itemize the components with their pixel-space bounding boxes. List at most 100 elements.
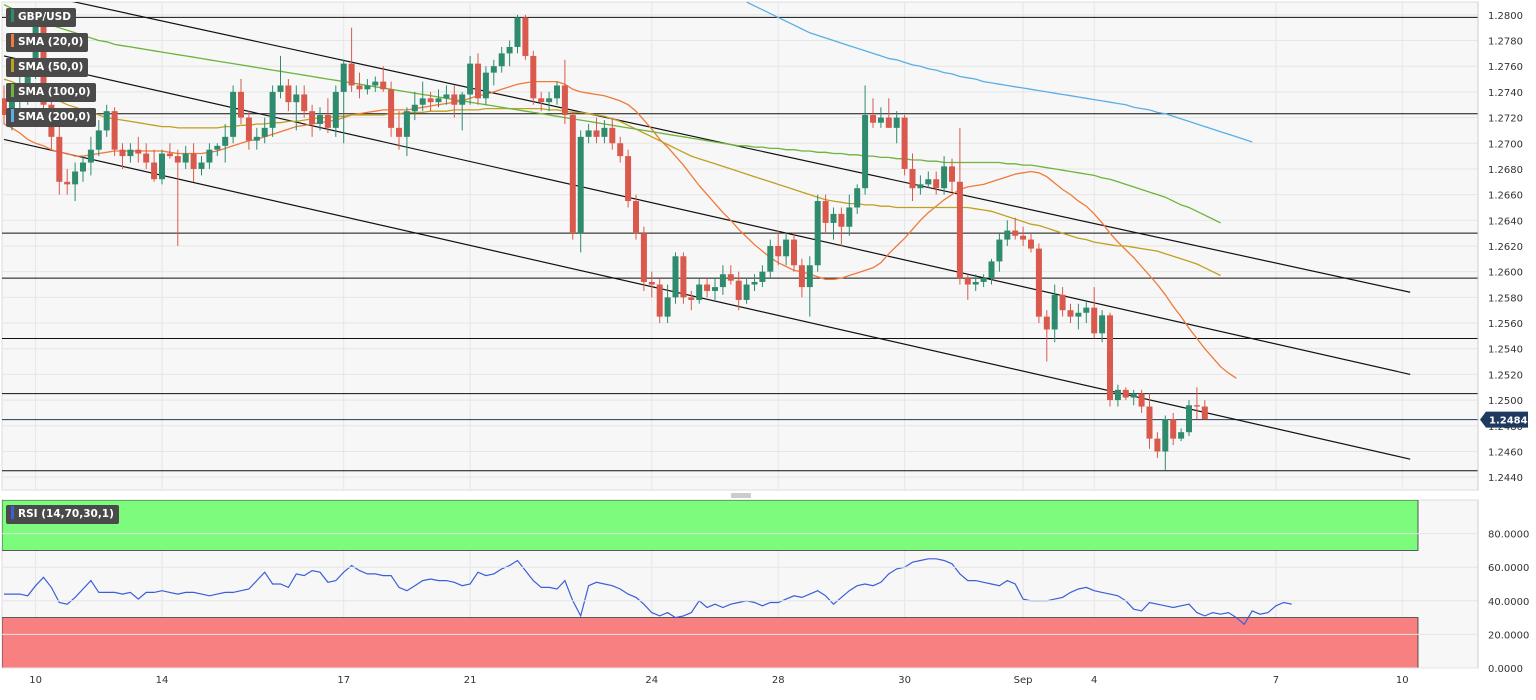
candle-body <box>996 239 1003 262</box>
candle-body <box>688 297 695 300</box>
price-tick-label: 1.2460 <box>1488 447 1523 458</box>
sma-50-label[interactable]: SMA (50,0) <box>6 58 89 77</box>
candle-body <box>1138 393 1145 407</box>
candle-body <box>1107 315 1113 401</box>
candle-body <box>190 153 197 169</box>
candle-body <box>1170 419 1177 439</box>
candle-body <box>24 72 31 90</box>
candle-body <box>364 85 371 90</box>
rsi-tick-label: 20.0000 <box>1488 630 1529 641</box>
candle-body <box>1083 307 1090 313</box>
price-tick-label: 1.2500 <box>1488 396 1523 407</box>
sma-20-label[interactable]: SMA (20,0) <box>6 33 89 52</box>
candle-body <box>546 98 553 103</box>
candle-body <box>743 284 750 300</box>
candle-body <box>838 213 845 227</box>
candle-body <box>1059 294 1066 311</box>
candle-body <box>356 85 363 90</box>
candle-body <box>814 201 821 266</box>
x-tick-label: 10 <box>1396 675 1409 686</box>
candle-body <box>87 149 94 163</box>
candle-body <box>482 72 489 99</box>
candle-body <box>467 63 474 95</box>
candle-body <box>704 284 711 291</box>
candle-body <box>522 17 529 56</box>
candle-body <box>901 117 908 169</box>
candle-body <box>498 53 505 67</box>
rsi-label[interactable]: RSI (14,70,30,1) <box>6 505 119 524</box>
candle-body <box>459 94 466 105</box>
price-tick-label: 1.2680 <box>1488 165 1523 176</box>
sma-100-text: SMA (100,0) <box>18 86 91 98</box>
sma-20-swatch <box>11 34 14 47</box>
candle-body <box>1051 294 1058 330</box>
candle-body <box>269 91 276 128</box>
sma-line-200 <box>746 2 1253 143</box>
candle-body <box>696 284 703 300</box>
candle-body <box>846 207 853 227</box>
candle-body <box>348 63 355 86</box>
candle-body <box>1020 235 1027 240</box>
candle-body <box>633 201 639 234</box>
x-tick-label: 7 <box>1273 675 1279 686</box>
sma-50-swatch <box>11 59 14 72</box>
candle-body <box>388 89 395 128</box>
price-tick-label: 1.2740 <box>1488 88 1523 99</box>
candle-body <box>1201 406 1208 420</box>
candle-body <box>727 274 734 281</box>
candle-body <box>1091 307 1098 334</box>
price-tick-label: 1.2580 <box>1488 293 1523 304</box>
candle-body <box>530 55 537 99</box>
candle-body <box>877 117 884 123</box>
price-tick-label: 1.2620 <box>1488 242 1523 253</box>
price-tick-label: 1.2520 <box>1488 370 1523 381</box>
price-tick-label: 1.2600 <box>1488 268 1523 279</box>
candle-body <box>712 287 718 291</box>
x-tick-label: 30 <box>898 675 911 686</box>
candle-body <box>617 143 624 157</box>
candle-body <box>332 91 339 128</box>
symbol-swatch <box>11 9 14 22</box>
candle-body <box>396 127 402 137</box>
x-tick-label: 10 <box>29 675 42 686</box>
candle-body <box>1130 393 1137 398</box>
candle-body <box>554 85 560 99</box>
price-tick-label: 1.2800 <box>1488 11 1523 22</box>
candle-body <box>2 98 7 116</box>
candle-body <box>135 149 142 154</box>
candle-body <box>1043 316 1050 330</box>
candle-body <box>609 127 616 144</box>
candle-body <box>759 271 766 282</box>
candle-body <box>1075 312 1082 317</box>
sma-200-label[interactable]: SMA (200,0) <box>6 108 96 127</box>
price-tick-label: 1.2640 <box>1488 216 1523 227</box>
candle-body <box>585 130 592 137</box>
candle-body <box>988 261 995 279</box>
current-price-tag-text: 1.24848 <box>1489 416 1535 427</box>
candle-body <box>672 256 679 298</box>
rsi-tick-label: 80.0000 <box>1488 530 1529 541</box>
candle-body <box>166 153 173 157</box>
rsi-band <box>2 500 1419 551</box>
price-tick-label: 1.2720 <box>1488 114 1523 125</box>
candle-body <box>475 63 481 99</box>
candle-body <box>735 280 742 300</box>
symbol-label[interactable]: GBP/USD <box>6 8 76 27</box>
candle-body <box>577 136 584 234</box>
candle-body <box>1162 419 1169 452</box>
candle-body <box>111 111 118 150</box>
candle-body <box>198 162 205 169</box>
panel-resize-handle <box>731 493 751 498</box>
current-price-tag-bg <box>1480 411 1528 428</box>
candle-body <box>925 179 932 185</box>
price-tick-label: 1.2540 <box>1488 345 1523 356</box>
candle-body <box>380 81 387 90</box>
candle-body <box>822 201 829 223</box>
sma-100-label[interactable]: SMA (100,0) <box>6 83 96 102</box>
candle-body <box>451 94 458 105</box>
price-tick-label: 1.2660 <box>1488 191 1523 202</box>
candle-body <box>340 63 347 92</box>
candle-body <box>751 281 758 285</box>
candle-body <box>656 284 663 317</box>
